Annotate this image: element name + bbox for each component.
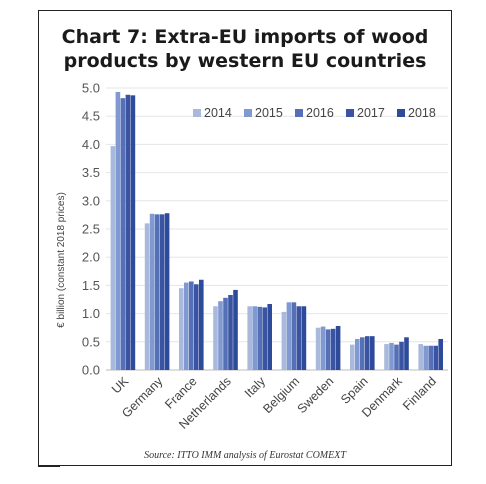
bar-italy-2018	[267, 304, 272, 370]
legend-swatch-2014	[193, 109, 201, 117]
bar-italy-2014	[247, 306, 252, 370]
bar-finland-2014	[418, 344, 423, 370]
bar-finland-2018	[438, 338, 443, 370]
bar-netherlands-2017	[228, 294, 233, 370]
y-axis-label: € billion (constant 2018 prices)	[56, 192, 67, 328]
y-tick-label: 0.5	[82, 334, 100, 349]
bar-uk-2014	[110, 146, 116, 370]
bar-uk-2015	[115, 91, 121, 370]
bar-denmark-2014	[384, 344, 389, 370]
x-category-label: Italy	[242, 374, 269, 401]
legend-swatch-2015	[244, 109, 252, 117]
chart-title: Chart 7: Extra-EU imports of wood produc…	[40, 25, 450, 73]
y-tick-label: 0.0	[82, 363, 100, 378]
y-tick-label: 4.5	[82, 109, 100, 124]
x-category-label: UK	[109, 374, 132, 397]
bar-germany-2017	[159, 214, 165, 370]
bar-netherlands-2016	[223, 297, 228, 370]
bar-belgium-2014	[281, 311, 287, 370]
bar-france-2016	[189, 281, 194, 370]
y-tick-label: 5.0	[82, 81, 100, 96]
bar-denmark-2017	[399, 341, 404, 370]
bar-netherlands-2018	[233, 289, 238, 370]
legend-label-2018: 2018	[408, 106, 436, 120]
y-tick-label: 4.0	[82, 137, 100, 152]
bar-uk-2017	[125, 94, 131, 370]
bar-france-2017	[194, 284, 199, 370]
frame-corner-mark	[38, 465, 60, 467]
x-category-label: Finland	[400, 374, 439, 413]
chart-frame	[38, 10, 452, 466]
bar-belgium-2017	[296, 306, 302, 370]
legend-label-2015: 2015	[255, 106, 283, 120]
bar-germany-2015	[149, 213, 155, 370]
y-tick-label: 1.5	[82, 278, 100, 293]
bar-spain-2017	[365, 336, 370, 370]
x-category-label: Belgium	[260, 374, 302, 416]
chart-title-line-1: Chart 7: Extra-EU imports of wood	[61, 26, 429, 48]
chart-title-line-2: products by western EU countries	[63, 50, 427, 72]
bar-belgium-2015	[286, 302, 292, 370]
legend-swatch-2017	[346, 109, 354, 117]
y-tick-label: 3.5	[82, 165, 100, 180]
bar-sweden-2017	[330, 328, 336, 370]
legend-label-2016: 2016	[306, 106, 334, 120]
source-note: Source: ITTO IMM analysis of Eurostat CO…	[144, 450, 346, 461]
bar-finland-2017	[433, 345, 438, 370]
bar-italy-2017	[262, 307, 267, 370]
bar-sweden-2014	[315, 327, 321, 370]
bars	[110, 91, 443, 370]
bar-denmark-2015	[389, 342, 394, 370]
bar-uk-2018	[130, 95, 136, 370]
bar-netherlands-2015	[218, 301, 223, 370]
bar-denmark-2018	[404, 337, 409, 370]
bar-spain-2016	[360, 337, 365, 370]
y-tick-label: 2.0	[82, 250, 100, 265]
bar-france-2018	[199, 279, 204, 370]
y-tick-label: 2.5	[82, 222, 100, 237]
bar-uk-2016	[120, 98, 126, 370]
legend-swatch-2018	[397, 109, 405, 117]
y-tick-label: 3.0	[82, 193, 100, 208]
legend-label-2017: 2017	[357, 106, 385, 120]
bar-germany-2016	[154, 214, 160, 370]
bar-france-2014	[179, 288, 184, 370]
bar-spain-2014	[350, 344, 355, 370]
bar-denmark-2016	[394, 344, 399, 370]
bar-belgium-2016	[291, 302, 297, 370]
bar-netherlands-2014	[213, 306, 218, 370]
bar-germany-2018	[164, 213, 170, 370]
bar-italy-2016	[257, 306, 262, 370]
bar-finland-2016	[428, 345, 433, 370]
x-category-label: Spain	[338, 374, 371, 407]
y-axis-ticks: 0.0 0.5 1.0 1.5 2.0 2.5 3.0 3.5 4.0 4.5 5.0	[82, 81, 100, 378]
legend-swatch-2016	[295, 109, 303, 117]
bar-sweden-2016	[325, 329, 331, 370]
legend-label-2014: 2014	[204, 106, 232, 120]
bar-belgium-2018	[301, 306, 307, 370]
x-category-label: Sweden	[295, 374, 337, 416]
bar-sweden-2015	[320, 326, 326, 370]
bar-italy-2015	[252, 306, 257, 370]
bar-germany-2014	[144, 223, 150, 370]
legend: 2014 2015 2016 2017 2018	[193, 106, 436, 120]
bar-sweden-2018	[335, 326, 341, 370]
y-tick-label: 1.0	[82, 306, 100, 321]
bar-spain-2018	[370, 336, 375, 370]
bar-spain-2015	[355, 338, 360, 370]
bar-france-2015	[184, 282, 189, 370]
bar-finland-2015	[423, 345, 428, 370]
